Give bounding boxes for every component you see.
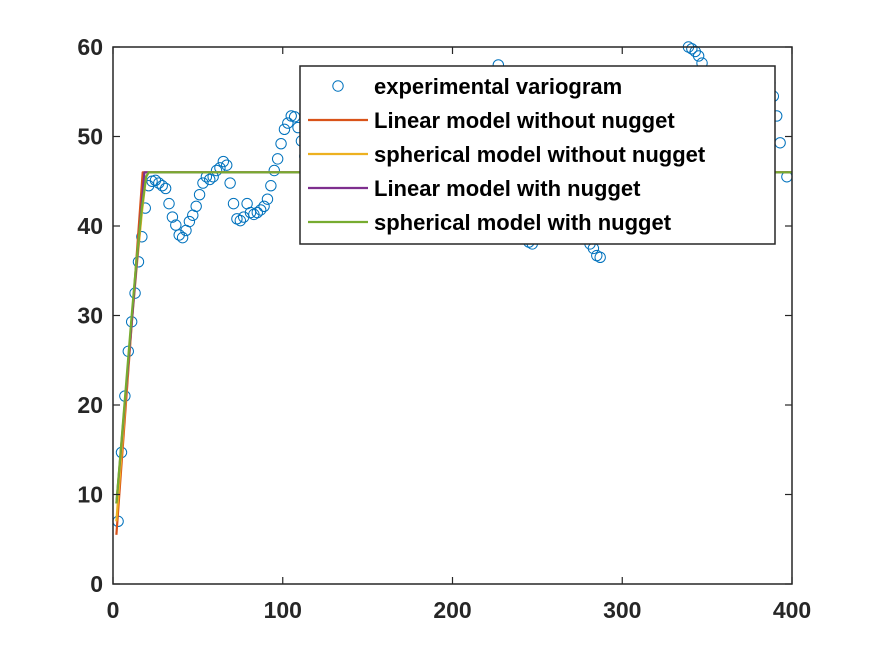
legend-label: Linear model with nugget <box>374 176 641 201</box>
data-point <box>136 231 148 243</box>
x-tick-label: 300 <box>603 597 641 623</box>
data-point <box>197 177 209 189</box>
legend-entry: Linear model without nugget <box>308 108 675 133</box>
data-point <box>176 231 189 244</box>
data-point <box>278 123 291 136</box>
y-tick-label: 60 <box>77 34 103 60</box>
data-point <box>594 251 606 264</box>
data-point <box>166 211 179 223</box>
legend-label: spherical model with nugget <box>374 210 672 235</box>
data-point <box>271 153 284 165</box>
y-tick-label: 40 <box>77 213 103 239</box>
data-point <box>224 177 236 189</box>
data-point <box>221 159 233 171</box>
data-point <box>251 206 263 219</box>
legend-box <box>299 65 776 245</box>
y-tick-label: 20 <box>77 392 103 418</box>
data-point <box>275 137 287 150</box>
y-tick-label: 10 <box>77 482 103 508</box>
data-point <box>258 200 270 213</box>
legend-entry: spherical model with nugget <box>308 210 672 235</box>
y-tick-label: 0 <box>90 571 103 597</box>
y-axis: 0 10 20 30 40 50 60 <box>77 34 792 597</box>
data-point <box>183 215 196 228</box>
data-point <box>282 117 294 129</box>
data-point <box>265 180 277 192</box>
legend-label: Linear model without nugget <box>374 108 675 133</box>
data-point <box>692 50 705 62</box>
legend-entry: Linear model with nugget <box>308 176 641 201</box>
x-tick-label: 200 <box>433 597 471 623</box>
data-point <box>193 188 206 201</box>
data-point <box>261 193 274 205</box>
data-point <box>686 43 698 55</box>
series-line <box>115 171 792 504</box>
x-axis: 0 100 200 300 400 <box>107 47 811 623</box>
data-point <box>190 200 202 213</box>
data-point <box>170 219 182 231</box>
data-point <box>227 197 240 210</box>
data-point <box>163 197 175 210</box>
x-tick-label: 0 <box>107 597 120 623</box>
legend-entry: spherical model without nugget <box>308 142 706 167</box>
data-point <box>210 164 223 177</box>
x-tick-label: 400 <box>773 597 811 623</box>
data-point <box>159 182 172 195</box>
legend-label: experimental variogram <box>374 74 622 99</box>
legend-entry: experimental variogram <box>332 74 622 99</box>
legend-label: spherical model without nugget <box>374 142 706 167</box>
axes-box <box>112 46 793 585</box>
data-point <box>217 155 230 168</box>
series-spherical-model-with-nugget <box>115 171 792 504</box>
x-tick-label: 100 <box>264 597 302 623</box>
data-point <box>204 173 216 186</box>
data-point <box>254 204 267 216</box>
data-point <box>268 164 280 177</box>
legend-marker <box>332 80 344 92</box>
data-point <box>234 214 247 227</box>
y-tick-label: 50 <box>77 124 103 150</box>
data-point <box>156 180 168 192</box>
legend: experimental variogram Linear model witho… <box>299 65 776 245</box>
y-tick-label: 30 <box>77 303 103 329</box>
